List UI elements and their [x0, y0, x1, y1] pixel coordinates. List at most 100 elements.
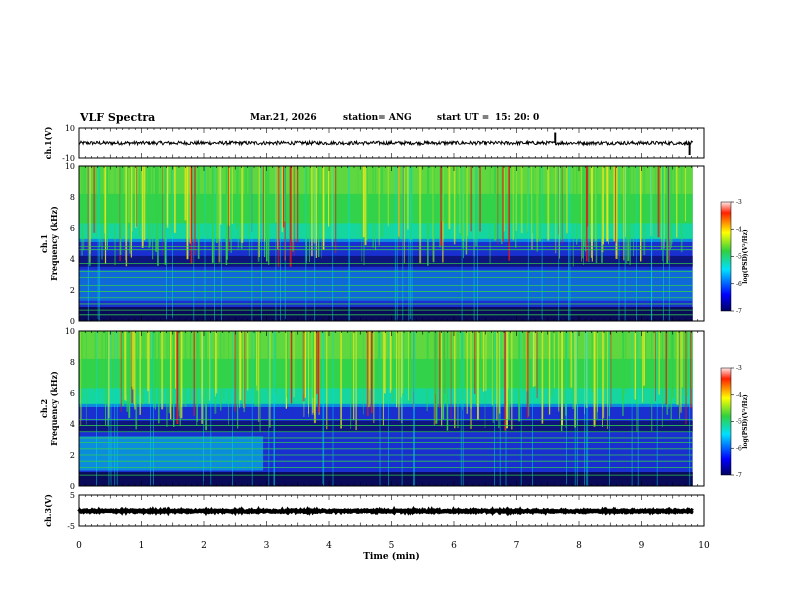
ch1-spectrogram-streak	[89, 166, 91, 254]
ch1-spectrogram-streak	[666, 166, 669, 264]
ch1-spectrogram-streak	[448, 166, 451, 230]
ch1-spectrogram-streak	[230, 166, 232, 253]
ch1-spectrogram-streak	[318, 166, 320, 258]
ch1-spectrogram-full-streak	[411, 166, 413, 321]
ch1-spectrogram-streak	[366, 166, 368, 240]
ch2-spectrogram-streak	[442, 331, 445, 420]
ch1-spectrogram-streak	[248, 166, 249, 235]
ch2-spectrogram-streak	[518, 331, 521, 422]
ch1-spectrogram-streak	[357, 166, 359, 236]
ch2-spectrogram-streak	[94, 331, 96, 391]
ch1-spectrogram-streak	[398, 166, 400, 250]
ch2-spectrogram-streak	[215, 331, 218, 394]
ch1-spectrogram-full-streak	[558, 166, 560, 321]
ch1-spectrogram-ytick-3: 6	[70, 224, 75, 233]
ch2-spectrogram-streak	[125, 331, 127, 401]
ch1-spectrogram-streak	[292, 166, 294, 252]
ch1-waveform-trace	[78, 139, 694, 147]
ch1-spectrogram-full-streak	[332, 166, 334, 321]
ch2-spectrogram-streak	[223, 331, 225, 399]
ch2-spectrogram-streak	[624, 331, 627, 394]
ch1-spectrogram-streak	[637, 166, 639, 236]
ch2-spectrogram-streak	[665, 331, 667, 405]
ch2-spectrogram-streak	[593, 331, 596, 427]
ch2-spectrogram-streak	[462, 331, 463, 410]
ch2-spectrogram-full-streak	[499, 331, 501, 486]
ch2-spectrogram-streak	[603, 331, 605, 419]
ch2-spectrogram-streak	[254, 331, 255, 407]
ch2-spectrogram-streak	[681, 331, 683, 388]
ch2-spectrogram-streak	[570, 331, 573, 388]
ch1-spectrogram-streak	[615, 166, 618, 259]
ch2-spectrogram-streak	[120, 331, 122, 412]
ch1-spectrogram-streak	[583, 166, 585, 248]
ch1-spectrogram-full-streak	[668, 166, 670, 321]
ch2-spectrogram-full-streak	[251, 331, 253, 486]
ch1-spectrogram-ytick-2: 4	[70, 255, 75, 264]
ch1-spectrogram-streak	[157, 166, 159, 266]
ch1-spectrogram-streak	[323, 166, 326, 230]
ch2-spectrogram-full-streak	[150, 331, 151, 486]
ch1-spectrogram-streak	[633, 166, 634, 257]
ch2-spectrogram-streak	[610, 331, 612, 408]
ch1-spectrogram-streak	[419, 166, 422, 264]
ch2-spectrogram-streak	[258, 331, 260, 422]
ch2-spectrogram-full-streak	[232, 331, 233, 486]
ch2-spectrogram-streak	[470, 331, 472, 409]
ch1-spectrogram-streak	[536, 166, 538, 252]
ch2-spectrogram-streak	[427, 331, 429, 389]
ch2-spectrogram-streak	[441, 331, 443, 427]
ch1-spectrogram-streak	[220, 166, 222, 225]
ch1-spectrogram-streak	[104, 166, 106, 234]
ch1-spectrogram-full-streak	[221, 166, 222, 321]
ch2-spectrogram-full-streak	[520, 331, 522, 486]
ch2-spectrogram-streak	[605, 331, 607, 390]
ch1-spectrogram-streak	[245, 166, 248, 222]
xtick-label-7: 7	[514, 541, 520, 551]
ch1-spectrogram-full-streak	[172, 166, 173, 321]
ch2-spectrogram-streak	[154, 331, 156, 410]
ch2-spectrogram-streak	[220, 331, 222, 411]
ch1-spectrogram-streak	[475, 166, 477, 247]
ch1-spectrogram-streak	[643, 166, 646, 256]
ch2-spectrogram-streak	[661, 331, 663, 427]
ch1-spectrogram-full-streak	[314, 166, 316, 321]
ch2-spectrogram-full-streak	[322, 331, 324, 486]
ch1-spectrogram-streak	[462, 166, 465, 248]
ch1-spectrogram-full-streak	[624, 166, 626, 321]
ch1-spectrogram-streak	[602, 166, 604, 245]
ch2-spectrogram-streak	[495, 331, 497, 401]
ch2-spectrogram-streak	[466, 331, 468, 414]
ch2-spectrogram-streak	[168, 331, 171, 414]
ch2-spectrogram-streak	[686, 331, 689, 397]
ch2-spectrogram-streak	[144, 331, 146, 387]
ch1-spectrogram-streak	[615, 166, 617, 244]
ch2-spectrogram-streak	[668, 331, 670, 409]
ch1-spectrogram-streak	[141, 166, 144, 248]
ch1-spectrogram-streak	[135, 166, 137, 228]
ch1-spectrogram-streak	[249, 166, 251, 224]
ch3-waveform-ytick-0: 5	[70, 491, 75, 500]
ch1-spectrogram-full-streak	[618, 166, 620, 321]
ch2-spectrogram-full-streak	[268, 331, 270, 486]
ch2-spectrogram-full-streak	[532, 331, 533, 486]
ch2-spectrogram-streak	[446, 331, 449, 431]
ch1-spectrogram-streak	[266, 166, 268, 262]
ch1-spectrogram-cbtick-0: -3	[736, 199, 742, 206]
ch1-spectrogram-channel-label: ch.1	[39, 234, 49, 253]
ch1-spectrogram-streak	[211, 166, 214, 263]
ch1-spectrogram-streak	[243, 166, 246, 224]
ch1-spectrogram-streak	[595, 166, 598, 263]
ch2-spectrogram-streak	[504, 331, 507, 431]
ch1-spectrogram-streak	[106, 166, 108, 250]
ch2-spectrogram-streak	[178, 331, 180, 417]
ch1-spectrogram-full-streak	[394, 166, 396, 321]
ch1-spectrogram-streak	[559, 166, 560, 259]
ch1-spectrogram-streak	[136, 166, 137, 227]
ch1-waveform-ytick-1: -10	[62, 154, 75, 163]
ch1-spectrogram-full-streak	[204, 166, 206, 321]
ch2-spectrogram-streak	[536, 331, 538, 399]
ch1-spectrogram-streak	[594, 166, 596, 248]
ch2-spectrogram-streak	[132, 331, 134, 390]
ch2-spectrogram-full-streak	[108, 331, 110, 486]
